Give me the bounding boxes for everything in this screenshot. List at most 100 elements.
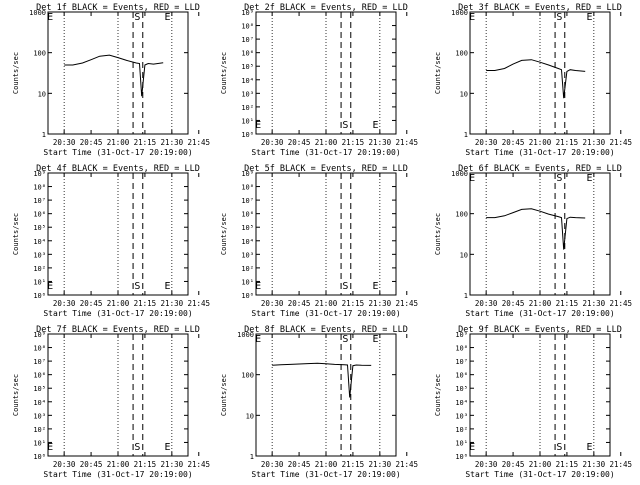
x-tick-label: 21:30 [583,460,606,469]
x-tick-label: 21:15 [134,138,157,147]
y-tick-label: 10⁷ [33,358,46,366]
plot-panel: Det 6f BLACK = Events, RED = LLD 1 10 100 10… [434,164,632,318]
event-marker-label: S [342,334,348,345]
x-tick-label: 20:30 [53,299,76,308]
panel-title: Det 2f BLACK = Events, RED = LLD [244,3,408,13]
y-tick-label: 1 [250,453,254,461]
event-marker-label: E [587,442,593,453]
event-marker-label: E [469,173,475,184]
y-axis-label: Counts/sec [434,374,442,416]
y-tick-label: 10⁸ [455,345,468,353]
x-tick-label: 20:30 [475,299,498,308]
x-tick-label: 20:45 [288,138,311,147]
x-tick-label: 20:45 [502,138,525,147]
x-axis-label: Start Time (31-Oct-17 20:19:00) [251,309,400,318]
y-tick-label: 10² [241,104,254,112]
y-tick-label: 100 [455,50,468,58]
event-marker-label: E [165,281,171,292]
x-axis-label: Start Time (31-Oct-17 20:19:00) [43,309,192,318]
event-marker-label: E [373,120,379,131]
y-tick-label: 10⁰ [455,453,468,461]
y-tick-label: 10 [460,90,468,98]
x-tick-label: 21:45 [395,299,418,308]
event-marker-label: S [342,120,348,131]
x-tick-label: 21:00 [529,299,552,308]
panel-title: Det 4f BLACK = Events, RED = LLD [36,164,200,174]
y-tick-label: 10 [246,412,254,420]
x-axis-label: Start Time (31-Oct-17 20:19:00) [465,309,614,318]
y-axis-label: Counts/sec [12,213,20,255]
x-tick-label: 21:00 [315,138,338,147]
event-marker-label: E [47,281,53,292]
x-tick-label: 21:00 [315,299,338,308]
y-tick-label: 10³ [455,412,468,420]
y-axis-label: Counts/sec [434,52,442,94]
y-tick-label: 10⁸ [241,23,254,31]
event-marker-label: E [165,442,171,453]
x-axis-label: Start Time (31-Oct-17 20:19:00) [43,470,192,479]
panel-title: Det 5f BLACK = Events, RED = LLD [244,164,408,174]
plot-panel: Det 2f BLACK = Events, RED = LLD 10⁰ 10¹ 10… [220,3,418,157]
y-tick-label: 1 [42,131,46,139]
x-axis-label: Start Time (31-Oct-17 20:19:00) [465,470,614,479]
event-marker-label: E [469,12,475,23]
event-marker-label: E [47,442,53,453]
x-tick-label: 21:45 [187,460,210,469]
y-tick-label: 10⁹ [455,331,468,339]
x-tick-label: 20:30 [475,460,498,469]
events-series-line [272,362,372,398]
x-tick-label: 21:30 [161,460,184,469]
y-tick-label: 10⁶ [33,211,46,219]
panel-title: Det 7f BLACK = Events, RED = LLD [36,325,200,335]
y-tick-label: 1 [464,131,468,139]
x-tick-label: 21:30 [369,138,392,147]
x-tick-label: 21:45 [395,138,418,147]
y-tick-label: 10² [455,426,468,434]
y-tick-label: 10⁴ [455,399,468,407]
y-tick-label: 10⁶ [33,372,46,380]
x-tick-label: 21:30 [369,460,392,469]
y-tick-label: 10⁰ [33,292,46,300]
x-tick-label: 21:15 [556,138,579,147]
y-axis-label: Counts/sec [220,213,228,255]
y-tick-label: 10⁷ [455,358,468,366]
event-marker-label: E [255,281,261,292]
x-tick-label: 21:30 [583,138,606,147]
y-tick-label: 10⁵ [241,224,254,232]
event-marker-label: S [342,281,348,292]
y-tick-label: 10⁴ [241,238,254,246]
y-tick-label: 10⁸ [33,184,46,192]
x-tick-label: 20:30 [261,299,284,308]
events-series-line [486,59,586,99]
y-tick-label: 10¹ [241,117,254,125]
y-tick-label: 10⁵ [455,385,468,393]
event-marker-label: E [47,12,53,23]
y-axis-label: Counts/sec [434,213,442,255]
event-marker-label: S [556,442,562,453]
y-tick-label: 100 [455,211,468,219]
y-tick-label: 10⁹ [33,170,46,178]
x-tick-label: 20:30 [475,138,498,147]
x-tick-label: 20:45 [80,138,103,147]
y-tick-label: 1000 [29,9,46,17]
event-marker-label: S [134,442,140,453]
y-tick-label: 10⁹ [33,331,46,339]
y-axis-label: Counts/sec [220,374,228,416]
x-tick-label: 21:45 [395,460,418,469]
y-tick-label: 100 [33,50,46,58]
y-tick-label: 1 [464,292,468,300]
y-tick-label: 10⁶ [455,372,468,380]
x-tick-label: 21:00 [107,138,130,147]
event-marker-label: E [373,281,379,292]
x-tick-label: 21:45 [187,299,210,308]
x-tick-label: 21:45 [609,460,632,469]
x-tick-label: 21:30 [161,299,184,308]
x-tick-label: 21:15 [342,460,365,469]
x-tick-label: 20:45 [80,299,103,308]
y-tick-label: 10⁷ [241,36,254,44]
y-tick-label: 10² [33,265,46,273]
y-axis-label: Counts/sec [12,52,20,94]
y-tick-label: 10⁵ [33,224,46,232]
